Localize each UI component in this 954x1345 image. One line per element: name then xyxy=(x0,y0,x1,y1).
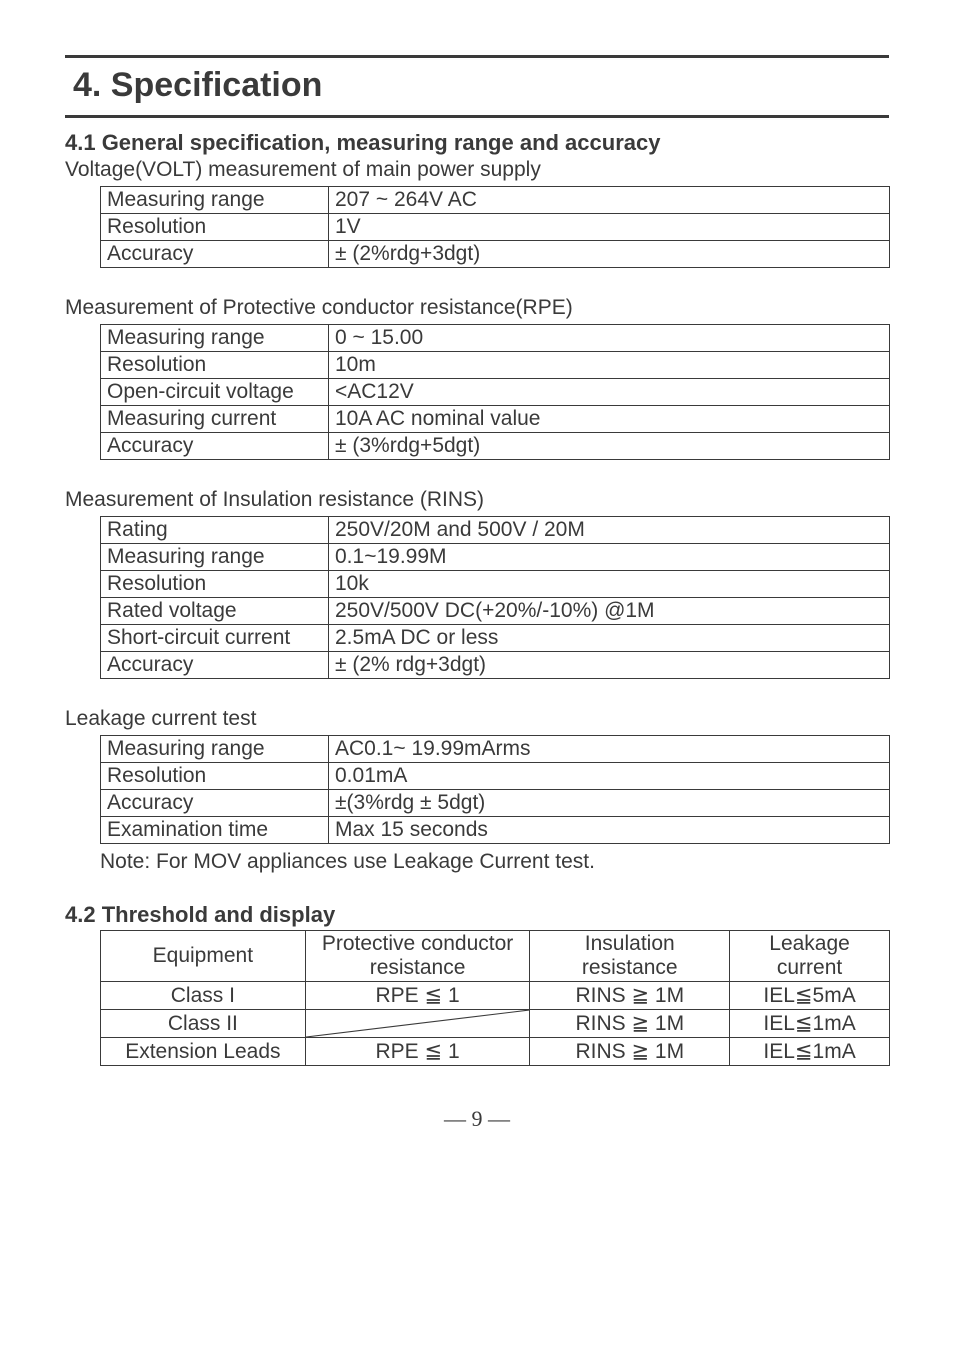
cell-value: 10m xyxy=(329,352,890,379)
header-ir-line2: resistance xyxy=(582,956,678,979)
page-title: 4. Specification xyxy=(73,66,889,105)
cell-value: AC0.1~ 19.99mArms xyxy=(329,736,890,763)
table-row: Accuracy ± (2%rdg+3dgt) xyxy=(101,241,890,268)
table-row: Resolution 10m xyxy=(101,352,890,379)
header-protective-conductor: Protective conductor resistance xyxy=(305,931,530,982)
table-row: Open-circuit voltage <AC12V xyxy=(101,379,890,406)
cell-pc: RPE ≦ 1 xyxy=(305,982,530,1010)
cell-value: 0 ~ 15.00 xyxy=(329,325,890,352)
cell-pc-na xyxy=(305,1010,530,1038)
cell-ir: RINS ≧ 1M xyxy=(530,1010,730,1038)
header-insulation-resistance: Insulation resistance xyxy=(530,931,730,982)
mov-note: Note: For MOV appliances use Leakage Cur… xyxy=(100,850,889,874)
cell-value: ± (2% rdg+3dgt) xyxy=(329,652,890,679)
leak-table: Measuring range AC0.1~ 19.99mArms Resolu… xyxy=(100,735,890,844)
header-equipment: Equipment xyxy=(101,931,306,982)
cell-pc: RPE ≦ 1 xyxy=(305,1038,530,1066)
cell-lc: IEL≦5mA xyxy=(730,982,890,1010)
page-number: — 9 — xyxy=(65,1106,889,1132)
section-4-1-heading: 4.1 General specification, measuring ran… xyxy=(65,130,889,156)
table-row: Resolution 0.01mA xyxy=(101,763,890,790)
threshold-table: Equipment Protective conductor resistanc… xyxy=(100,930,890,1066)
cell-value: 10k xyxy=(329,571,890,598)
cell-key: Accuracy xyxy=(101,433,329,460)
table-header-row: Equipment Protective conductor resistanc… xyxy=(101,931,890,982)
cell-key: Resolution xyxy=(101,571,329,598)
table-row: Rating 250V/20M and 500V / 20M xyxy=(101,517,890,544)
volt-description: Voltage(VOLT) measurement of main power … xyxy=(65,158,889,182)
cell-lc: IEL≦1mA xyxy=(730,1010,890,1038)
table-row: Measuring current 10A AC nominal value xyxy=(101,406,890,433)
cell-key: Resolution xyxy=(101,214,329,241)
cell-value: <AC12V xyxy=(329,379,890,406)
cell-key: Open-circuit voltage xyxy=(101,379,329,406)
table-row: Short-circuit current 2.5mA DC or less xyxy=(101,625,890,652)
cell-value: 250V/500V DC(+20%/-10%) @1M xyxy=(329,598,890,625)
table-row: Class I RPE ≦ 1 RINS ≧ 1M IEL≦5mA xyxy=(101,982,890,1010)
table-row: Measuring range AC0.1~ 19.99mArms xyxy=(101,736,890,763)
strike-icon xyxy=(306,1010,530,1037)
cell-equipment: Extension Leads xyxy=(101,1038,306,1066)
cell-key: Accuracy xyxy=(101,652,329,679)
cell-value: 10A AC nominal value xyxy=(329,406,890,433)
cell-key: Short-circuit current xyxy=(101,625,329,652)
volt-table: Measuring range 207 ~ 264V AC Resolution… xyxy=(100,186,890,268)
table-row: Accuracy ±(3%rdg ± 5dgt) xyxy=(101,790,890,817)
header-lc-line2: current xyxy=(777,956,842,979)
header-lc-line1: Leakage xyxy=(769,932,850,955)
cell-key: Measuring range xyxy=(101,325,329,352)
cell-key: Rated voltage xyxy=(101,598,329,625)
cell-key: Examination time xyxy=(101,817,329,844)
cell-value: Max 15 seconds xyxy=(329,817,890,844)
section-4-2-heading: 4.2 Threshold and display xyxy=(65,902,889,928)
cell-value: 207 ~ 264V AC xyxy=(329,187,890,214)
cell-value: 0.1~19.99M xyxy=(329,544,890,571)
table-row: Accuracy ± (3%rdg+5dgt) xyxy=(101,433,890,460)
rpe-table: Measuring range 0 ~ 15.00 Resolution 10m… xyxy=(100,324,890,460)
table-row: Class II RINS ≧ 1M IEL≦1mA xyxy=(101,1010,890,1038)
table-row: Measuring range 0 ~ 15.00 xyxy=(101,325,890,352)
cell-value: 250V/20M and 500V / 20M xyxy=(329,517,890,544)
cell-key: Rating xyxy=(101,517,329,544)
header-pc-line2: resistance xyxy=(370,956,466,979)
header-ir-line1: Insulation xyxy=(585,932,675,955)
cell-equipment: Class II xyxy=(101,1010,306,1038)
table-row: Rated voltage 250V/500V DC(+20%/-10%) @1… xyxy=(101,598,890,625)
cell-key: Measuring current xyxy=(101,406,329,433)
rpe-description: Measurement of Protective conductor resi… xyxy=(65,296,889,320)
title-section: 4. Specification xyxy=(65,55,889,118)
cell-key: Measuring range xyxy=(101,544,329,571)
rins-table: Rating 250V/20M and 500V / 20M Measuring… xyxy=(100,516,890,679)
table-row: Examination time Max 15 seconds xyxy=(101,817,890,844)
rins-description: Measurement of Insulation resistance (RI… xyxy=(65,488,889,512)
cell-value: 2.5mA DC or less xyxy=(329,625,890,652)
header-pc-line1: Protective conductor xyxy=(322,932,513,955)
table-row: Resolution 1V xyxy=(101,214,890,241)
cell-value: ± (3%rdg+5dgt) xyxy=(329,433,890,460)
table-row: Measuring range 207 ~ 264V AC xyxy=(101,187,890,214)
cell-key: Measuring range xyxy=(101,187,329,214)
cell-key: Measuring range xyxy=(101,736,329,763)
cell-value: 0.01mA xyxy=(329,763,890,790)
cell-ir: RINS ≧ 1M xyxy=(530,982,730,1010)
cell-key: Accuracy xyxy=(101,790,329,817)
cell-key: Accuracy xyxy=(101,241,329,268)
table-row: Extension Leads RPE ≦ 1 RINS ≧ 1M IEL≦1m… xyxy=(101,1038,890,1066)
cell-key: Resolution xyxy=(101,763,329,790)
cell-key: Resolution xyxy=(101,352,329,379)
cell-value: ± (2%rdg+3dgt) xyxy=(329,241,890,268)
table-row: Accuracy ± (2% rdg+3dgt) xyxy=(101,652,890,679)
cell-value: 1V xyxy=(329,214,890,241)
header-leakage-current: Leakage current xyxy=(730,931,890,982)
leak-description: Leakage current test xyxy=(65,707,889,731)
table-row: Resolution 10k xyxy=(101,571,890,598)
cell-lc: IEL≦1mA xyxy=(730,1038,890,1066)
cell-ir: RINS ≧ 1M xyxy=(530,1038,730,1066)
cell-value: ±(3%rdg ± 5dgt) xyxy=(329,790,890,817)
table-row: Measuring range 0.1~19.99M xyxy=(101,544,890,571)
cell-equipment: Class I xyxy=(101,982,306,1010)
